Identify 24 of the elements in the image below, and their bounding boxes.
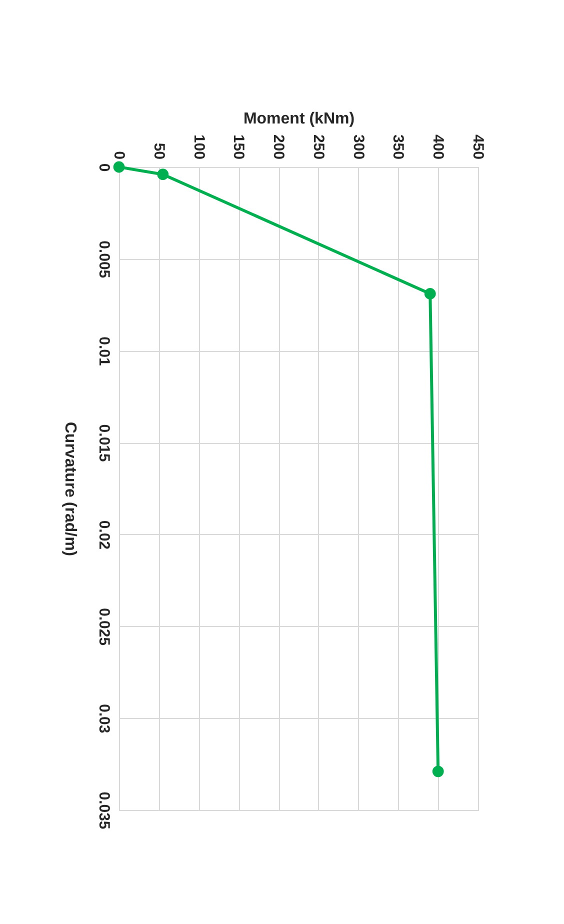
- point: [424, 288, 436, 300]
- point: [157, 168, 169, 180]
- x-tick-label: 300: [350, 134, 367, 160]
- x-tick-label: 350: [390, 134, 407, 160]
- x-tick-label: 450: [470, 134, 486, 160]
- y-tick-label: 0.025: [96, 608, 112, 646]
- x-tick-label: 400: [430, 134, 447, 160]
- x-tick-label: 150: [230, 134, 248, 160]
- x-tick-label: 0: [110, 151, 128, 160]
- x-tick-label: 250: [310, 134, 327, 160]
- y-tick-label: 0.005: [96, 240, 112, 278]
- point: [113, 161, 125, 173]
- y-tick-label: 0.035: [96, 792, 112, 830]
- y-tick-label: 0.02: [96, 520, 112, 550]
- y-axis-title: Curvature (rad/m): [62, 422, 78, 556]
- x-tick-label: 200: [270, 134, 288, 160]
- y-tick-label: 0.015: [96, 424, 112, 462]
- x-tick-label: 50: [150, 142, 168, 160]
- x-axis-title: Moment (kNm): [243, 110, 355, 128]
- x-tick-label: 100: [190, 134, 208, 160]
- y-tick-label: 0.01: [96, 336, 112, 366]
- point: [432, 766, 444, 778]
- y-tick-label: 0.03: [96, 704, 112, 734]
- y-tick-label: 0: [96, 163, 112, 172]
